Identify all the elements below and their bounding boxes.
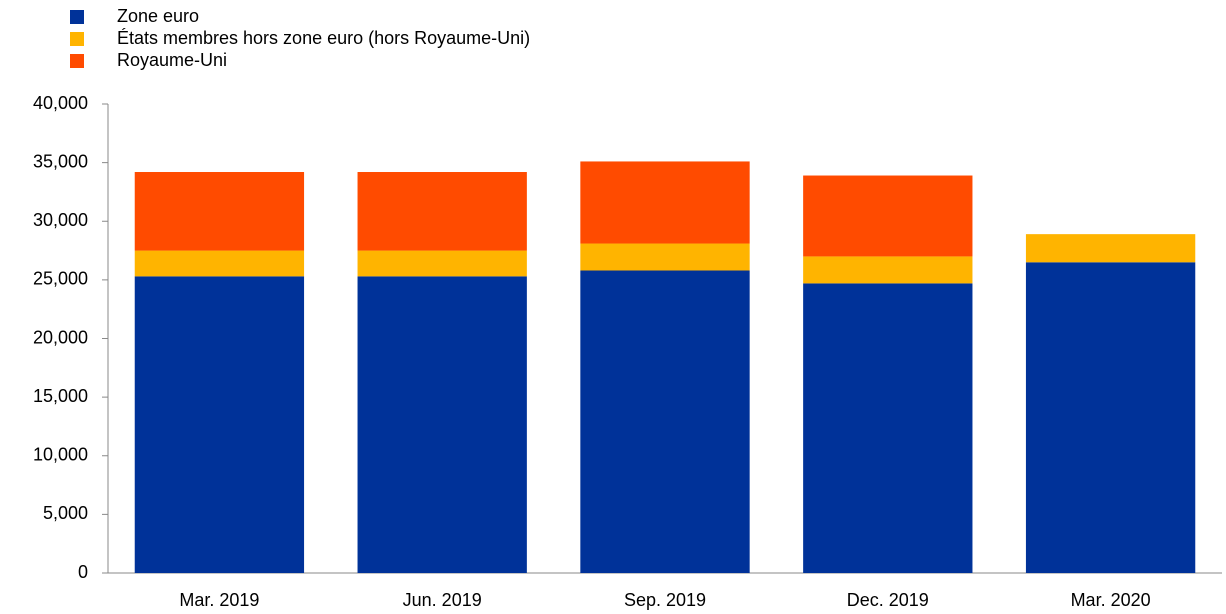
bar-segment [1025,262,1196,573]
x-tick-label: Sep. 2019 [624,590,706,610]
y-tick-label: 35,000 [33,151,88,171]
bar-segment [357,172,527,251]
y-tick-label: 40,000 [33,93,88,113]
bar-segment [357,250,527,277]
legend-swatch [70,32,84,46]
legend-swatch [70,10,84,24]
legend-label: Royaume-Uni [117,50,227,70]
legend-label: Zone euro [117,6,199,26]
bar-segment [134,172,305,251]
x-tick-label: Mar. 2019 [179,590,259,610]
y-tick-label: 20,000 [33,327,88,347]
bar-segment [803,283,973,573]
y-tick-label: 25,000 [33,269,88,289]
bar-segment [134,276,305,573]
y-tick-label: 5,000 [43,503,88,523]
legend-label: États membres hors zone euro (hors Royau… [117,28,530,48]
x-tick-label: Dec. 2019 [847,590,929,610]
bar-segment [580,243,750,271]
bar-segment [803,175,973,257]
x-tick-label: Mar. 2020 [1071,590,1151,610]
bar-segment [803,256,973,284]
bar-segment [1025,234,1196,263]
x-tick-label: Jun. 2019 [403,590,482,610]
bar-segment [134,250,305,277]
legend-swatch [70,54,84,68]
y-tick-label: 15,000 [33,386,88,406]
y-tick-label: 10,000 [33,445,88,465]
bar-segment [580,270,750,573]
y-tick-label: 30,000 [33,210,88,230]
bar-segment [357,276,527,573]
bar-segment [580,161,750,244]
y-tick-label: 0 [78,562,88,582]
